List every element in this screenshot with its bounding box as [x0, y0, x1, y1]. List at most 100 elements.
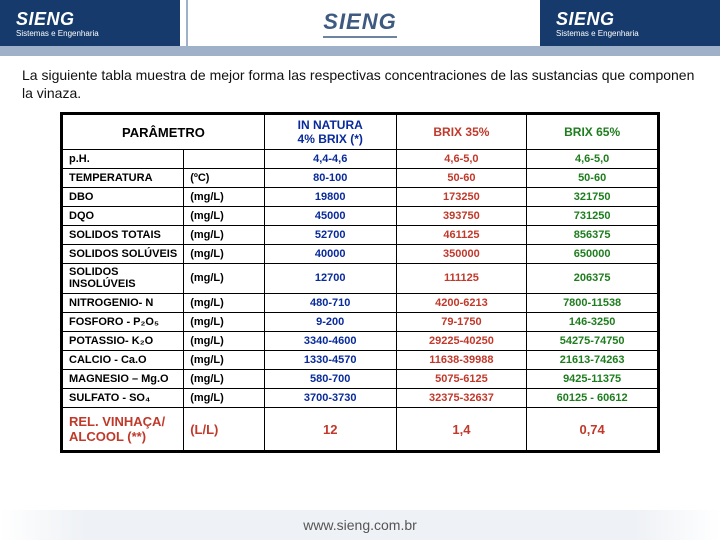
center-brand: SIENG: [323, 9, 396, 38]
unit-cell: (mg/L): [184, 332, 265, 351]
value-cell: 12700: [264, 264, 396, 294]
value-cell: 393750: [396, 207, 527, 226]
unit-cell: (mg/L): [184, 188, 265, 207]
value-cell: 54275-74750: [527, 332, 658, 351]
value-cell: 40000: [264, 245, 396, 264]
param-cell: p.H.: [63, 150, 184, 169]
value-cell: 4,6-5,0: [527, 150, 658, 169]
value-cell: 3700-3730: [264, 389, 396, 408]
footer-url: www.sieng.com.br: [303, 517, 417, 533]
value-cell: 7800-11538: [527, 294, 658, 313]
col-brix65: BRIX 65%: [527, 115, 658, 150]
value-cell: 11638-39988: [396, 351, 527, 370]
value-cell: 856375: [527, 226, 658, 245]
value-cell: 321750: [527, 188, 658, 207]
value-cell: 5075-6125: [396, 370, 527, 389]
unit-cell: (mg/L): [184, 226, 265, 245]
param-header: PARÂMETRO: [63, 115, 265, 150]
table-row: NITROGENIO- N(mg/L)480-7104200-62137800-…: [63, 294, 658, 313]
table-row: FOSFORO - P₂O₅(mg/L)9-20079-1750146-3250: [63, 313, 658, 332]
header-band: [0, 46, 720, 56]
table-row: TEMPERATURA(ºC)80-10050-6050-60: [63, 169, 658, 188]
value-cell: 4200-6213: [396, 294, 527, 313]
unit-cell: [184, 150, 265, 169]
value-cell: 731250: [527, 207, 658, 226]
value-cell: 3340-4600: [264, 332, 396, 351]
unit-cell: (mg/L): [184, 351, 265, 370]
unit-cell: (mg/L): [184, 389, 265, 408]
summary-unit: (L/L): [184, 408, 265, 451]
value-cell: 4,4-4,6: [264, 150, 396, 169]
value-cell: 52700: [264, 226, 396, 245]
table-row: SULFATO - SO₄(mg/L)3700-373032375-326376…: [63, 389, 658, 408]
unit-cell: (mg/L): [184, 207, 265, 226]
brand-text-r: SIENG: [556, 10, 704, 28]
param-cell: SOLIDOS SOLÚVEIS: [63, 245, 184, 264]
value-cell: 80-100: [264, 169, 396, 188]
value-cell: 50-60: [527, 169, 658, 188]
table-row: SOLIDOSINSOLÚVEIS(mg/L)12700111125206375: [63, 264, 658, 294]
unit-cell: (ºC): [184, 169, 265, 188]
unit-cell: (mg/L): [184, 264, 265, 294]
param-cell: DBO: [63, 188, 184, 207]
logo-left: SIENG Sistemas e Engenharia: [0, 0, 180, 46]
value-cell: 45000: [264, 207, 396, 226]
value-cell: 173250: [396, 188, 527, 207]
table-row: MAGNESIO – Mg.O(mg/L)580-7005075-6125942…: [63, 370, 658, 389]
param-cell: SOLIDOS TOTAIS: [63, 226, 184, 245]
brand-subtitle: Sistemas e Engenharia: [16, 30, 164, 38]
param-cell: POTASSIO- K₂O: [63, 332, 184, 351]
intro-paragraph: La siguiente tabla muestra de mejor form…: [0, 56, 720, 108]
unit-cell: (mg/L): [184, 294, 265, 313]
summary-value: 0,74: [527, 408, 658, 451]
value-cell: 4,6-5,0: [396, 150, 527, 169]
param-cell: SULFATO - SO₄: [63, 389, 184, 408]
header-center: SIENG: [180, 0, 540, 46]
param-cell: CALCIO - Ca.O: [63, 351, 184, 370]
param-cell: FOSFORO - P₂O₅: [63, 313, 184, 332]
summary-value: 12: [264, 408, 396, 451]
col-brix35: BRIX 35%: [396, 115, 527, 150]
table-row: CALCIO - Ca.O(mg/L)1330-457011638-399882…: [63, 351, 658, 370]
summary-param: REL. VINHAÇA/ALCOOL (**): [63, 408, 184, 451]
table-row: DQO(mg/L)45000393750731250: [63, 207, 658, 226]
table-row: SOLIDOS SOLÚVEIS(mg/L)40000350000650000: [63, 245, 658, 264]
value-cell: 461125: [396, 226, 527, 245]
table-header-row: PARÂMETRO IN NATURA 4% BRIX (*) BRIX 35%…: [63, 115, 658, 150]
value-cell: 350000: [396, 245, 527, 264]
unit-cell: (mg/L): [184, 313, 265, 332]
value-cell: 60125 - 60612: [527, 389, 658, 408]
value-cell: 9-200: [264, 313, 396, 332]
param-cell: SOLIDOSINSOLÚVEIS: [63, 264, 184, 294]
table-row: POTASSIO- K₂O(mg/L)3340-460029225-402505…: [63, 332, 658, 351]
value-cell: 19800: [264, 188, 396, 207]
header: SIENG Sistemas e Engenharia SIENG SIENG …: [0, 0, 720, 46]
unit-cell: (mg/L): [184, 370, 265, 389]
value-cell: 1330-4570: [264, 351, 396, 370]
summary-value: 1,4: [396, 408, 527, 451]
table-row: p.H.4,4-4,64,6-5,04,6-5,0: [63, 150, 658, 169]
value-cell: 29225-40250: [396, 332, 527, 351]
value-cell: 21613-74263: [527, 351, 658, 370]
value-cell: 650000: [527, 245, 658, 264]
param-cell: DQO: [63, 207, 184, 226]
brand-subtitle-r: Sistemas e Engenharia: [556, 30, 704, 38]
param-cell: MAGNESIO – Mg.O: [63, 370, 184, 389]
value-cell: 50-60: [396, 169, 527, 188]
param-cell: NITROGENIO- N: [63, 294, 184, 313]
value-cell: 9425-11375: [527, 370, 658, 389]
value-cell: 146-3250: [527, 313, 658, 332]
logo-right: SIENG Sistemas e Engenharia: [540, 0, 720, 46]
value-cell: 206375: [527, 264, 658, 294]
table-row: DBO(mg/L)19800173250321750: [63, 188, 658, 207]
value-cell: 580-700: [264, 370, 396, 389]
value-cell: 480-710: [264, 294, 396, 313]
summary-row: REL. VINHAÇA/ALCOOL (**)(L/L)121,40,74: [63, 408, 658, 451]
concentration-table: PARÂMETRO IN NATURA 4% BRIX (*) BRIX 35%…: [60, 112, 660, 453]
value-cell: 79-1750: [396, 313, 527, 332]
value-cell: 111125: [396, 264, 527, 294]
brand-text: SIENG: [16, 10, 164, 28]
col-innatura: IN NATURA 4% BRIX (*): [264, 115, 396, 150]
value-cell: 32375-32637: [396, 389, 527, 408]
footer: www.sieng.com.br: [0, 510, 720, 540]
